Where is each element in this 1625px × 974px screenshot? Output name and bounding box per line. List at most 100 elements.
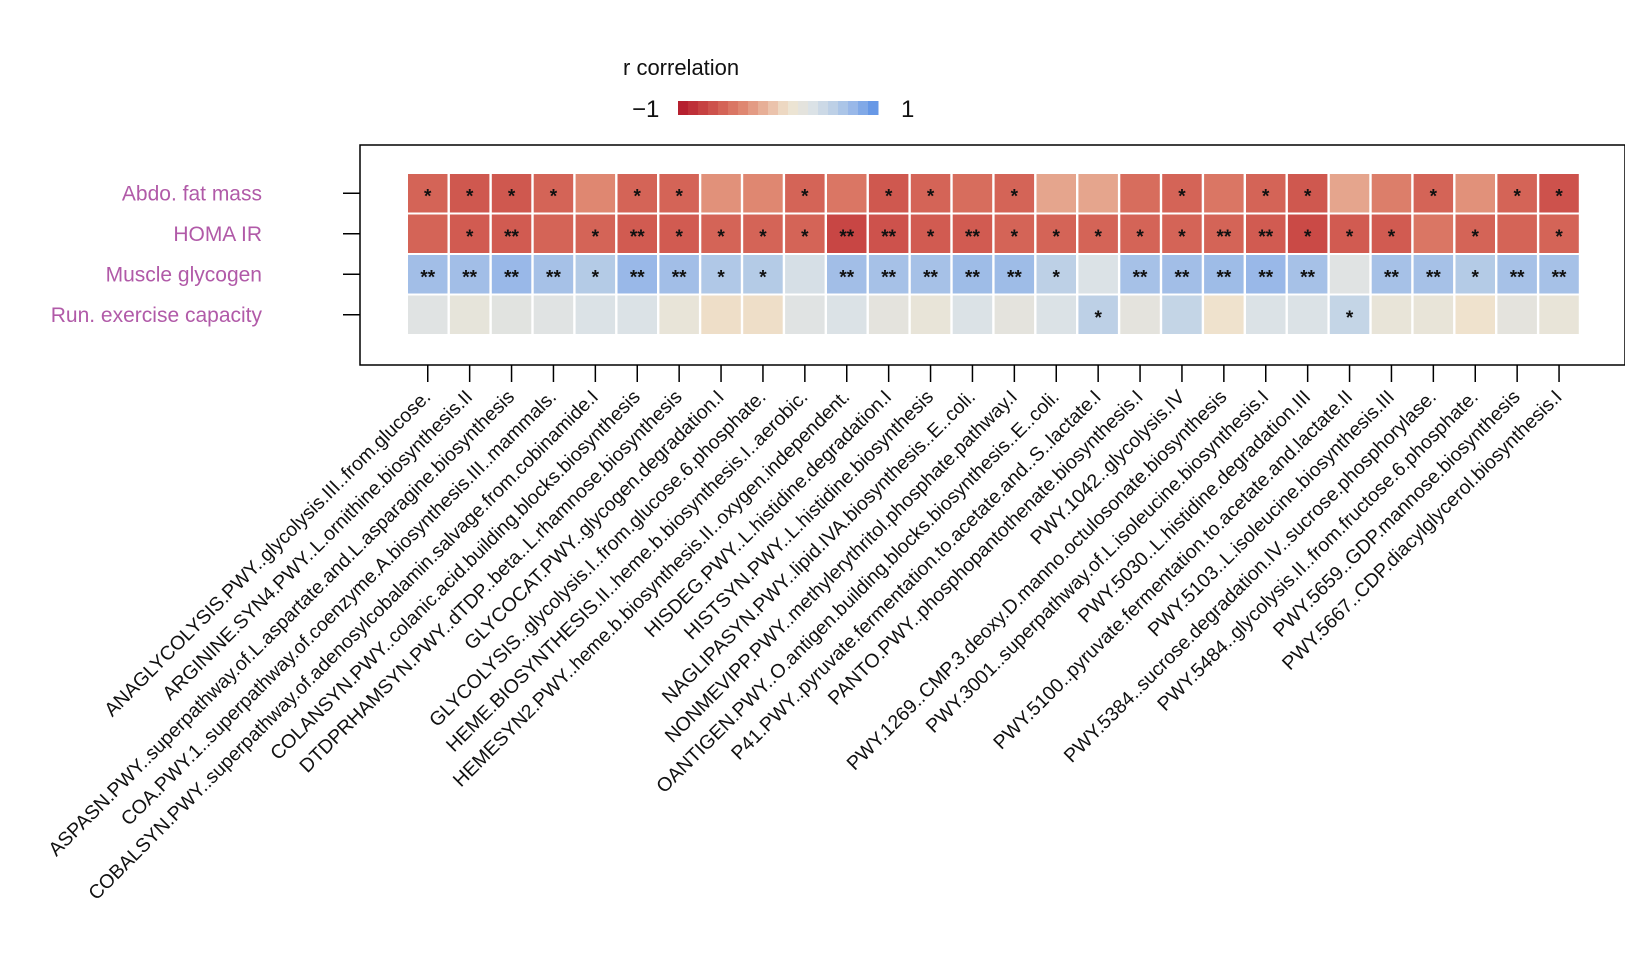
significance-star: ** [1258,267,1273,288]
heatmap-cell [491,214,532,253]
heatmap-cell [910,295,951,334]
heatmap-cell [1204,214,1244,253]
significance-star: ** [839,227,854,248]
heatmap-cell [1539,255,1579,294]
heatmap-cell [1036,295,1076,334]
heatmap-cell [785,214,825,253]
heatmap-cell [701,214,741,253]
significance-star: * [759,267,767,288]
heatmap-cell [1246,174,1286,213]
heatmap-cell [1371,214,1412,253]
legend-swatch [868,101,879,115]
significance-star: ** [546,267,561,288]
heatmap-cell [659,295,699,334]
legend-swatch [858,101,869,115]
heatmap-cell [1246,214,1286,253]
heatmap-cell [1497,174,1537,213]
significance-star: * [1555,186,1563,207]
significance-star: ** [504,267,519,288]
heatmap-cell [1539,174,1579,213]
row-label: Run. exercise capacity [51,304,263,327]
heatmap-cell [533,214,574,253]
heatmap-cell [617,255,657,294]
heatmap-cell [1287,174,1328,213]
heatmap-cell [1413,295,1454,334]
heatmap-cell [785,174,825,213]
heatmap-cell [1246,255,1286,294]
significance-star: * [927,186,935,207]
heatmap-cell [994,174,1035,213]
significance-star: ** [462,267,477,288]
significance-star: * [634,186,642,207]
heatmap-cell [952,214,993,253]
heatmap-cell [1162,255,1202,294]
heatmap-cell [743,255,783,294]
heatmap-cell [1120,295,1160,334]
legend-swatch [848,101,859,115]
heatmap-cell [659,255,699,294]
heatmap-cell [1455,214,1495,253]
heatmap-cell [617,214,657,253]
significance-star: * [1346,308,1354,329]
heatmap-cell [1162,174,1202,213]
heatmap-cell [449,295,490,334]
legend-swatch [778,101,789,115]
heatmap-cell [743,214,783,253]
significance-star: ** [420,267,435,288]
heatmap-cell [408,174,448,213]
significance-star: * [1555,227,1563,248]
significance-star: * [1430,186,1438,207]
heatmap-cell [1120,174,1160,213]
heatmap-cell [533,174,574,213]
heatmap-cell [868,214,909,253]
significance-star: * [592,227,600,248]
legend-swatch [808,101,819,115]
heatmap-cell [785,295,825,334]
heatmap-cell [1329,214,1370,253]
heatmap-cell [491,255,532,294]
heatmap-cell [617,295,657,334]
column-labels: ANAGLYCOLYSIS.PWY..glycolysis.III..from.… [44,386,1566,905]
heatmap-cell [1204,174,1244,213]
heatmap-cell [491,174,532,213]
heatmap-cell [1497,214,1537,253]
heatmap-cell [449,214,490,253]
row-label: HOMA IR [173,223,262,246]
heatmap-cell [491,295,532,334]
heatmap-cell [1455,295,1495,334]
significance-star: * [801,227,809,248]
significance-star: * [466,227,474,248]
legend-swatch [798,101,809,115]
heatmap-cell [1539,295,1579,334]
legend-swatch [718,101,729,115]
significance-star: * [801,186,809,207]
heatmap-cell [868,295,909,334]
significance-star: ** [672,267,687,288]
heatmap-cell [575,174,616,213]
heatmap-cell [827,255,867,294]
heatmap-cell [701,174,741,213]
significance-star: ** [630,267,645,288]
significance-star: ** [1510,267,1525,288]
heatmap-cell [952,295,993,334]
significance-star: ** [1216,267,1231,288]
significance-star: * [508,186,516,207]
heatmap-cell [1371,174,1412,213]
significance-star: * [1304,186,1312,207]
legend-swatch [708,101,719,115]
heatmap-cell [1413,255,1454,294]
significance-star: * [1513,186,1521,207]
heatmap-cells [408,174,1579,334]
heatmap-cell [1413,214,1454,253]
significance-star: ** [881,267,896,288]
heatmap-cell [1162,214,1202,253]
legend-min-label: −1 [632,96,659,123]
heatmap-cell [408,214,448,253]
heatmap-cell [449,255,490,294]
significance-star: ** [1300,267,1315,288]
heatmap-cell [659,214,699,253]
significance-star: * [1388,227,1396,248]
heatmap-cell [743,174,783,213]
heatmap-cell [994,214,1035,253]
